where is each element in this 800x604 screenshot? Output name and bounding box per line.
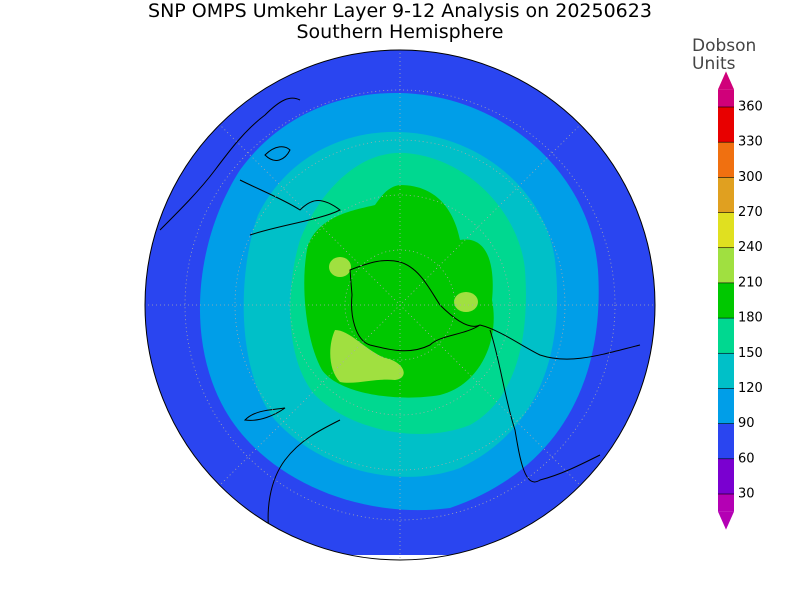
colorbar-extend-high xyxy=(718,71,734,90)
title: SNP OMPS Umkehr Layer 9-12 Analysis on 2… xyxy=(148,0,652,22)
colorbar: 30 60 90 120 150 180 210 240 270 300 330 360 xyxy=(718,71,763,530)
colorbar-bin xyxy=(718,107,734,143)
colorbar-bin xyxy=(718,282,734,319)
colorbar-tick-label: 240 xyxy=(738,240,763,255)
contour-fill xyxy=(329,257,351,277)
colorbar-extend-low xyxy=(718,511,734,530)
colorbar-tick-label: 210 xyxy=(738,275,763,290)
colorbar-bin xyxy=(718,423,734,459)
graticule xyxy=(145,50,655,560)
subtitle: Southern Hemisphere xyxy=(296,21,503,43)
colorbar-bin xyxy=(718,142,734,178)
colorbar-tick-label: 90 xyxy=(738,416,755,431)
colorbar-tick-label: 270 xyxy=(738,205,763,220)
colorbar-bin xyxy=(718,353,734,389)
colorbar-bin xyxy=(718,318,734,354)
colorbar-bin xyxy=(718,494,734,512)
colorbar-bin xyxy=(718,212,734,248)
map-border xyxy=(144,49,656,561)
colorbar-bin xyxy=(718,247,734,283)
colorbar-tick-label: 150 xyxy=(738,346,763,361)
colorbar-bin xyxy=(718,177,734,213)
colorbar-bin xyxy=(718,458,734,494)
colorbar-bin xyxy=(718,388,734,424)
colorbar-label: Dobson xyxy=(692,36,756,56)
colorbar-tick-label: 330 xyxy=(738,135,763,150)
colorbar-label: Units xyxy=(692,54,736,74)
colorbar-tick-label: 60 xyxy=(738,451,755,466)
colorbar-tick-label: 180 xyxy=(738,311,763,326)
colorbar-tick-label: 360 xyxy=(738,100,763,115)
contour-fill xyxy=(454,292,478,312)
colorbar-tick-label: 300 xyxy=(738,170,763,185)
colorbar-bin xyxy=(718,89,734,107)
colorbar-tick-label: 120 xyxy=(738,381,763,396)
colorbar-tick-label: 30 xyxy=(738,487,755,502)
map xyxy=(145,50,655,560)
contour-fill xyxy=(330,330,404,383)
